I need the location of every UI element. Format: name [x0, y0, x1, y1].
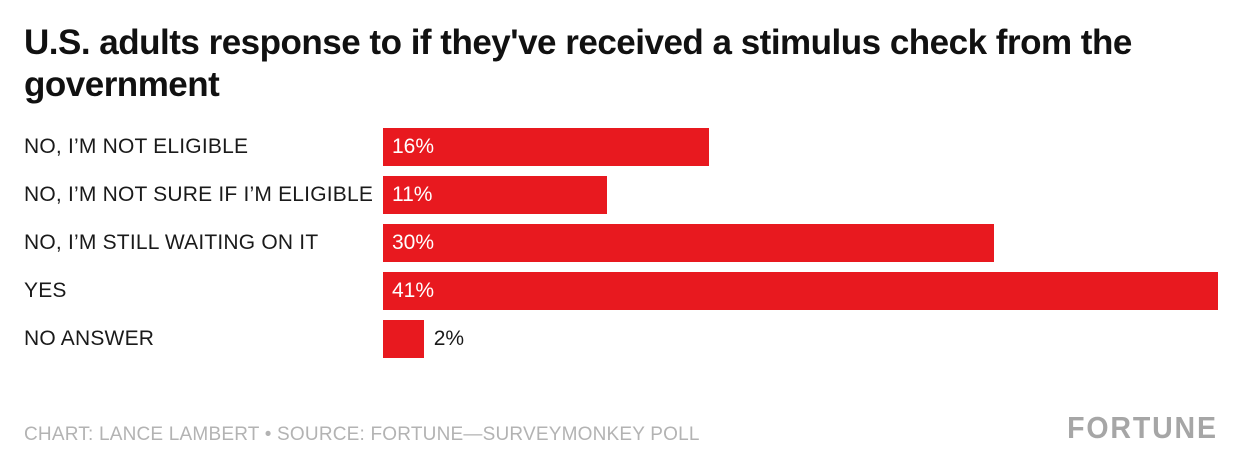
bar-row: YES 41% [24, 272, 1218, 310]
bar: 16% [383, 128, 709, 166]
category-label: NO ANSWER [24, 327, 155, 350]
bar-area: 30% [383, 224, 1218, 262]
chart-title: U.S. adults response to if they've recei… [24, 23, 1132, 104]
bar: 41% [383, 272, 1218, 310]
bar [383, 320, 424, 358]
bar-area: 2% [383, 320, 1218, 358]
value-label: 16% [392, 135, 435, 158]
bar-row: NO, I’M STILL WAITING ON IT 30% [24, 224, 1218, 262]
bar-area: 11% [383, 176, 1218, 214]
category-label: NO, I’M STILL WAITING ON IT [24, 231, 319, 254]
bar-chart: NO, I’M NOT ELIGIBLE 16% NO, I’M NOT SUR… [24, 128, 1218, 358]
bar-row: NO ANSWER 2% [24, 320, 1218, 358]
value-label: 30% [392, 231, 435, 254]
bar-row: NO, I’M NOT ELIGIBLE 16% [24, 128, 1218, 166]
bar: 11% [383, 176, 608, 214]
category-label: NO, I’M NOT ELIGIBLE [24, 135, 249, 158]
fortune-logo: FORTUNE [1067, 410, 1218, 445]
value-label: 41% [392, 279, 435, 302]
bar-row: NO, I’M NOT SURE IF I’M ELIGIBLE 11% [24, 176, 1218, 214]
bar: 30% [383, 224, 994, 262]
category-label: NO, I’M NOT SURE IF I’M ELIGIBLE [24, 183, 374, 206]
category-label: YES [24, 279, 67, 302]
bar-area: 16% [383, 128, 1218, 166]
value-label: 2% [433, 327, 465, 350]
value-label: 11% [392, 183, 433, 206]
bar-area: 41% [383, 272, 1218, 310]
chart-footer: CHART: LANCE LAMBERT • SOURCE: FORTUNE—S… [24, 410, 1218, 446]
chart-credit: CHART: LANCE LAMBERT • SOURCE: FORTUNE—S… [24, 424, 700, 445]
